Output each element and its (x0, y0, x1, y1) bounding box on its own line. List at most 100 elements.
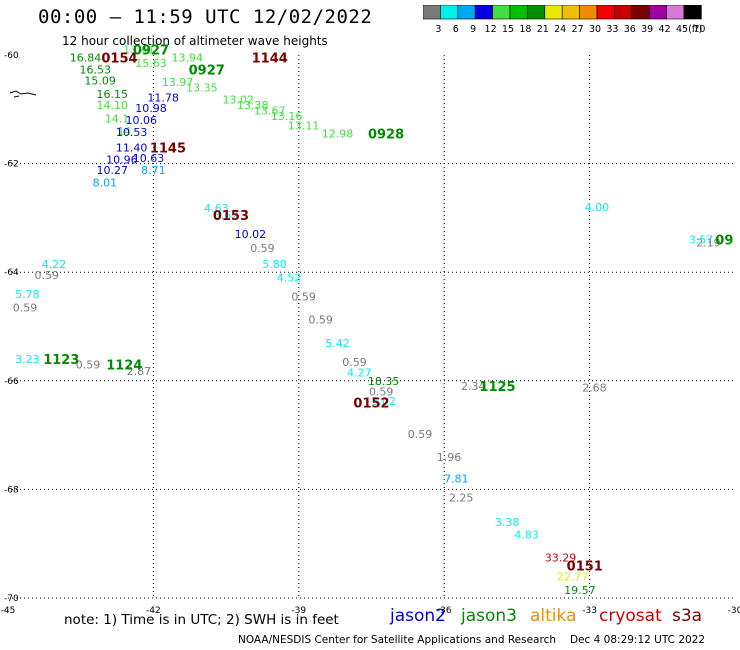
chart-title: 00:00 – 11:59 UTC 12/02/2022 (38, 6, 373, 28)
swh-colorbar: 3 6 9 12 15 18 21 24 27 30 33 36 39 42 45 70(ft) (423, 5, 705, 35)
wave-height-label: 5.78 (15, 288, 40, 301)
legend-altika: altika (530, 606, 577, 626)
pass-time-label: 0152 (353, 397, 389, 412)
x-tick-label: -30 (728, 606, 740, 616)
legend-cryosat: cryosat (599, 606, 662, 626)
y-tick-label: -60 (4, 51, 19, 61)
wave-height-label: 5.42 (325, 337, 350, 350)
wave-height-label: 2.19 (696, 236, 721, 249)
wave-height-label: 4.27 (347, 367, 372, 380)
pass-time-label: 1145 (150, 141, 186, 156)
colorbar-tick-label: 21 (537, 24, 549, 35)
wave-height-label: 10.98 (135, 102, 167, 115)
wave-height-label: 15.09 (84, 75, 116, 88)
wave-height-label: 10.06 (126, 114, 158, 127)
wave-height-label: 2.87 (127, 365, 152, 378)
wave-height-label: 4.83 (514, 528, 539, 541)
chart-footer: NOAA/NESDIS Center for Satellite Applica… (238, 634, 705, 646)
wave-height-label: 0.59 (35, 269, 60, 282)
wave-height-label: 4.63 (204, 202, 229, 215)
wave-height-label: 0.59 (13, 301, 38, 314)
wave-height-label: 14.10 (96, 99, 128, 112)
wave-height-label: 13.38 (237, 99, 269, 112)
pass-time-label: 0154 (101, 52, 137, 67)
colorbar-unit: (ft) (688, 24, 702, 35)
wave-height-label: 18.35 (368, 375, 400, 388)
pass-time-label: 1124 (106, 359, 142, 374)
wave-height-label: 0.59 (342, 356, 367, 369)
x-tick-label: -39 (291, 606, 306, 616)
wave-height-label: 19.57 (564, 584, 596, 597)
chart-subtitle: 12 hour collection of altimeter wave hei… (62, 34, 328, 48)
y-tick-label: -68 (4, 485, 19, 495)
wave-height-label: 13.94 (172, 52, 204, 65)
wave-height-label: 3.38 (495, 516, 520, 529)
x-tick-label: -45 (1, 606, 16, 616)
wave-height-label: 8.71 (141, 164, 166, 177)
colorbar-tick-label: 27 (572, 24, 584, 35)
wave-height-label: 13.35 (186, 82, 218, 95)
coastline (9, 90, 37, 98)
pass-time-label: 0927 (189, 64, 225, 79)
wave-height-label: 13.02 (222, 94, 254, 107)
wave-height-label: 4.22 (42, 258, 67, 271)
footer-credit: NOAA/NESDIS Center for Satellite Applica… (238, 634, 556, 646)
grid-lines (8, 55, 735, 599)
wave-height-label: 0.59 (76, 359, 101, 372)
colorbar-tick-label: 70 (693, 24, 705, 35)
wave-height-label: 4.52 (277, 272, 302, 285)
wave-height-label: 11.40 (116, 141, 148, 154)
pass-time-label: 1123 (43, 353, 79, 368)
wave-height-label: 5.80 (262, 258, 287, 271)
pass-time-label: 0927 (133, 44, 169, 59)
wave-height-label: 14.1 (105, 113, 130, 126)
wave-height-label: 10.02 (235, 228, 267, 241)
wave-height-label: 14 (117, 125, 131, 138)
colorbar-tick-label: 15 (502, 24, 514, 35)
colorbar-swatch (683, 5, 702, 20)
wave-height-label: 16.84 (70, 52, 102, 65)
colorbar-tick-label: 30 (589, 24, 601, 35)
wave-height-label: 16.15 (96, 88, 128, 101)
pass-time-label: 09 (715, 234, 733, 249)
wave-height-label: 5.02 (371, 395, 396, 408)
colorbar-tick-label: 45 (676, 24, 688, 35)
wave-height-label: 10.27 (96, 164, 128, 177)
colorbar-tick-label: 42 (659, 24, 671, 35)
colorbar-tick-label: 6 (453, 24, 459, 35)
legend-jason3: jason3 (461, 606, 517, 626)
wave-height-label: 13.16 (271, 110, 303, 123)
wave-height-label: 2.68 (582, 381, 607, 394)
colorbar-tick-label: 9 (470, 24, 476, 35)
wave-height-label: 13.41 (123, 44, 155, 57)
y-tick-label: -62 (4, 160, 19, 170)
wave-height-label: 0.59 (308, 313, 333, 326)
wave-height-label: 13.11 (288, 120, 320, 133)
footer-timestamp: Dec 4 08:29:12 UTC 2022 (570, 634, 706, 646)
wave-height-label: 0.59 (291, 291, 316, 304)
wave-height-label: 11.78 (147, 91, 179, 104)
wave-height-label: 13.67 (254, 104, 286, 117)
y-tick-label: -64 (4, 268, 19, 278)
wave-height-label: 5.62 (214, 209, 239, 222)
colorbar-tick-label: 3 (435, 24, 441, 35)
legend-s3a: s3a (672, 606, 703, 626)
wave-height-label: 4.00 (585, 201, 610, 214)
x-tick-label: -33 (582, 606, 597, 616)
wave-height-label: 12.98 (322, 128, 354, 141)
pass-time-label: 1125 (479, 380, 515, 395)
wave-height-label: 13.97 (162, 76, 194, 89)
wave-height-label: 10.63 (133, 152, 165, 165)
legend-jason2: jason2 (390, 606, 446, 626)
x-tick-label: -36 (437, 606, 452, 616)
pass-time-label: 0153 (213, 209, 249, 224)
wave-height-label: 10.53 (116, 126, 148, 139)
colorbar-tick-label: 33 (606, 24, 618, 35)
wave-height-label: 3.57 (689, 234, 714, 247)
wave-height-label: 15.63 (135, 57, 167, 70)
wave-height-label: 3.23 (15, 353, 40, 366)
wave-height-label: 0.59 (250, 242, 275, 255)
y-tick-label: -70 (4, 594, 19, 604)
pass-time-label: 0928 (368, 128, 404, 143)
